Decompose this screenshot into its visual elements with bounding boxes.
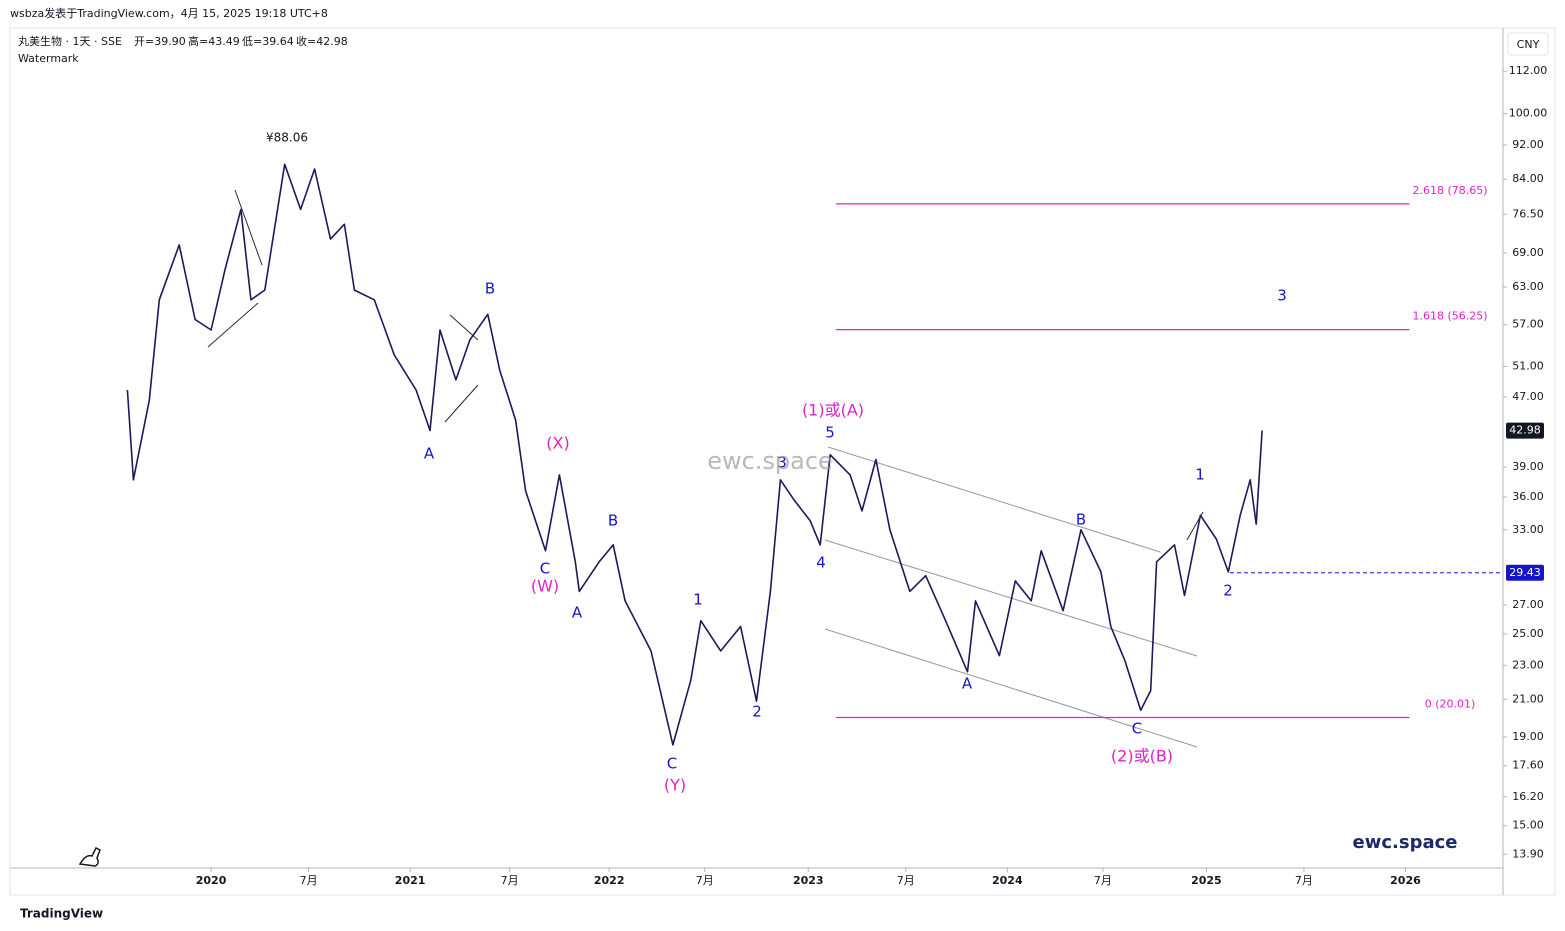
currency[interactable]: CNY: [1517, 38, 1540, 51]
ohlc-open: 开=39.90: [134, 35, 186, 48]
wave-label: (Y): [664, 776, 686, 795]
y-tick-label: 57.00: [1512, 318, 1544, 331]
price-line: [126, 163, 1263, 746]
byline: wsbza发表于TradingView.com，4月 15, 2025 19:1…: [10, 6, 328, 20]
y-tick-label: 63.00: [1512, 280, 1544, 293]
ohlc-high: 高=43.49: [188, 34, 240, 48]
y-tick-label: 76.50: [1512, 207, 1544, 220]
wave-label: (2)或(B): [1111, 747, 1173, 766]
wave-label: 2: [1223, 582, 1233, 600]
last-price-box: [1506, 422, 1544, 439]
marked-price-box: [1506, 564, 1544, 581]
wave-label: A: [962, 675, 973, 693]
wave-label: B: [485, 280, 495, 298]
triangle-lines: [207, 189, 1204, 541]
y-tick-label: 27.00: [1512, 598, 1544, 611]
logo-icon: [78, 846, 101, 867]
watermark-label: Watermark: [18, 52, 79, 65]
wave-label: 4: [816, 554, 826, 572]
y-tick-label: 21.00: [1512, 692, 1544, 705]
x-tick-label: 2026: [1390, 874, 1421, 887]
wave-label: 3: [1277, 287, 1287, 305]
y-tick-label: 47.00: [1512, 390, 1544, 403]
x-tick-label: 2022: [594, 874, 625, 887]
y-tick-label: 84.00: [1512, 172, 1544, 185]
y-tick-label: 69.00: [1512, 246, 1544, 259]
wave-label: (X): [546, 434, 569, 453]
x-tick-label: 2024: [992, 874, 1023, 887]
x-tick-label: 7月: [501, 874, 519, 887]
wave-label: C: [667, 755, 677, 773]
x-tick-label: 7月: [897, 874, 915, 887]
trend-lines: [824, 446, 1198, 748]
currency-box[interactable]: [1507, 32, 1549, 56]
y-tick-label: 100.00: [1509, 107, 1548, 120]
x-tick-label: 2020: [196, 874, 227, 887]
y-tick-label: 112.00: [1509, 64, 1548, 77]
corner-watermark: ewc.space: [1353, 832, 1458, 853]
wave-label: (1)或(A): [802, 401, 864, 420]
fib-label: 2.618 (78.65): [1412, 184, 1487, 197]
wave-label: A: [572, 604, 583, 622]
symbol: 丸美生物 · 1天 · SSE: [18, 34, 122, 48]
y-tick-label: 36.00: [1512, 490, 1544, 503]
last-price-label: 42.98: [1509, 424, 1541, 437]
wave-label: 1: [1195, 466, 1205, 484]
x-tick-label: 2021: [395, 874, 426, 887]
frame: [9, 27, 1556, 896]
high-label: ¥88.06: [266, 131, 308, 145]
y-tick-label: 19.00: [1512, 730, 1544, 743]
y-tick-label: 16.20: [1512, 790, 1544, 803]
y-tick-label: 33.00: [1512, 523, 1544, 536]
ohlc-close: 收=42.98: [296, 34, 348, 48]
wave-label: (W): [531, 577, 559, 596]
y-tick-label: 13.90: [1512, 847, 1544, 860]
y-tick-label: 17.60: [1512, 759, 1544, 772]
wave-label: 2: [752, 703, 762, 721]
wave-label: C: [540, 560, 550, 578]
x-tick-label: 7月: [1295, 874, 1313, 887]
y-tick-label: 15.00: [1512, 819, 1544, 832]
marked-price-label: 29.43: [1509, 566, 1541, 579]
wave-label: B: [1076, 511, 1086, 529]
wave-label: B: [608, 512, 618, 530]
x-tick-label: 7月: [696, 874, 714, 887]
x-tick-label: 2023: [793, 874, 824, 887]
wave-label: A: [424, 445, 435, 463]
y-tick-label: 51.00: [1512, 359, 1544, 372]
wave-label: C: [1132, 720, 1142, 738]
fib-label: 1.618 (56.25): [1412, 310, 1487, 323]
ohlc-low: 低=39.64: [242, 35, 294, 48]
fib-label: 0 (20.01): [1425, 698, 1476, 711]
x-tick-label: 2025: [1191, 874, 1222, 887]
wave-label: 5: [825, 424, 835, 442]
y-tick-label: 23.00: [1512, 658, 1544, 671]
y-tick-label: 39.00: [1512, 460, 1544, 473]
x-tick-label: 7月: [300, 874, 318, 887]
center-watermark: ewc.space: [707, 447, 833, 475]
footer-brand: TradingView: [20, 907, 103, 921]
y-tick-label: 25.00: [1512, 627, 1544, 640]
x-tick-label: 7月: [1094, 874, 1112, 887]
wave-label: 1: [693, 591, 703, 609]
y-tick-label: 92.00: [1512, 138, 1544, 151]
wave-label: 3: [777, 454, 787, 472]
